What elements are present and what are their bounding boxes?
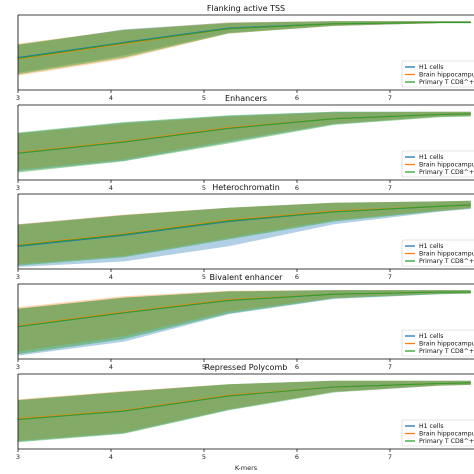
x-tick-label: 3 bbox=[16, 94, 20, 102]
x-tick-label: 3 bbox=[16, 363, 20, 371]
x-tick-label: 3 bbox=[16, 453, 20, 461]
legend-label: H1 cells bbox=[419, 243, 443, 250]
x-tick-label: 4 bbox=[109, 363, 113, 371]
plot-area bbox=[18, 200, 471, 267]
confidence-band bbox=[18, 111, 471, 173]
legend-box bbox=[401, 150, 474, 178]
x-tick-label: 6 bbox=[295, 94, 299, 102]
series-line bbox=[18, 113, 471, 154]
confidence-band bbox=[18, 380, 471, 442]
panel-title: Flanking active TSS bbox=[207, 4, 285, 13]
x-tick-label: 5 bbox=[202, 184, 206, 192]
series-line bbox=[18, 382, 471, 420]
confidence-band bbox=[18, 290, 471, 356]
confidence-band bbox=[18, 290, 471, 355]
confidence-band bbox=[18, 21, 471, 76]
x-tick-label: 7 bbox=[388, 184, 392, 192]
legend-label: Primary T CD8^+ ... bbox=[419, 438, 474, 445]
confidence-band bbox=[18, 290, 471, 352]
legend-box bbox=[401, 329, 474, 357]
x-tick-label: 5 bbox=[202, 273, 206, 281]
x-tick-label: 5 bbox=[202, 363, 206, 371]
legend-label: Brain hippocampus bbox=[419, 431, 474, 438]
confidence-band bbox=[18, 380, 471, 443]
legend-box bbox=[401, 419, 474, 447]
legend-label: Primary T CD8^+ ... bbox=[419, 169, 474, 176]
legend-box bbox=[401, 60, 474, 88]
legend-label: Brain hippocampus bbox=[419, 341, 474, 348]
x-tick-label: 6 bbox=[295, 453, 299, 461]
series-line bbox=[18, 291, 471, 328]
x-tick-label: 3 bbox=[16, 184, 20, 192]
plot-area bbox=[18, 380, 471, 443]
x-tick-label: 7 bbox=[388, 273, 392, 281]
x-axis-label: K-mers bbox=[235, 464, 258, 472]
legend-label: H1 cells bbox=[419, 154, 443, 161]
x-tick-label: 6 bbox=[295, 184, 299, 192]
confidence-band bbox=[18, 21, 471, 75]
x-tick-label: 4 bbox=[109, 273, 113, 281]
legend-label: Brain hippocampus bbox=[419, 72, 474, 79]
x-tick-label: 5 bbox=[202, 94, 206, 102]
confidence-band bbox=[18, 200, 471, 267]
legend-label: Primary T CD8^+ ... bbox=[419, 348, 474, 355]
x-tick-label: 5 bbox=[202, 453, 206, 461]
legend-label: H1 cells bbox=[419, 64, 443, 71]
confidence-band bbox=[18, 200, 471, 265]
legend-label: Brain hippocampus bbox=[419, 251, 474, 258]
confidence-band bbox=[18, 111, 471, 170]
x-tick-label: 4 bbox=[109, 184, 113, 192]
confidence-band bbox=[18, 380, 471, 441]
legend-label: H1 cells bbox=[419, 423, 443, 430]
confidence-band bbox=[18, 21, 471, 73]
panel-title: Bivalent enhancer bbox=[210, 273, 284, 282]
confidence-band bbox=[18, 111, 471, 172]
x-tick-label: 7 bbox=[388, 453, 392, 461]
confidence-band bbox=[18, 200, 471, 266]
x-tick-label: 4 bbox=[109, 453, 113, 461]
panel-title: Enhancers bbox=[225, 94, 267, 103]
x-tick-label: 6 bbox=[295, 273, 299, 281]
plot-area bbox=[18, 290, 471, 356]
legend-label: Primary T CD8^+ ... bbox=[419, 79, 474, 86]
legend-box bbox=[401, 239, 474, 267]
legend-label: H1 cells bbox=[419, 333, 443, 340]
legend-label: Brain hippocampus bbox=[419, 162, 474, 169]
series-line bbox=[18, 21, 471, 59]
plot-area bbox=[18, 21, 471, 76]
x-tick-label: 3 bbox=[16, 273, 20, 281]
panel-title: Heterochromatin bbox=[212, 183, 280, 192]
x-tick-label: 7 bbox=[388, 363, 392, 371]
plot-area bbox=[18, 111, 471, 173]
x-tick-label: 4 bbox=[109, 94, 113, 102]
legend-label: Primary T CD8^+ ... bbox=[419, 258, 474, 265]
series-line bbox=[18, 204, 471, 247]
x-tick-label: 7 bbox=[388, 94, 392, 102]
panel-title: Repressed Polycomb bbox=[205, 363, 288, 372]
x-tick-label: 6 bbox=[295, 363, 299, 371]
